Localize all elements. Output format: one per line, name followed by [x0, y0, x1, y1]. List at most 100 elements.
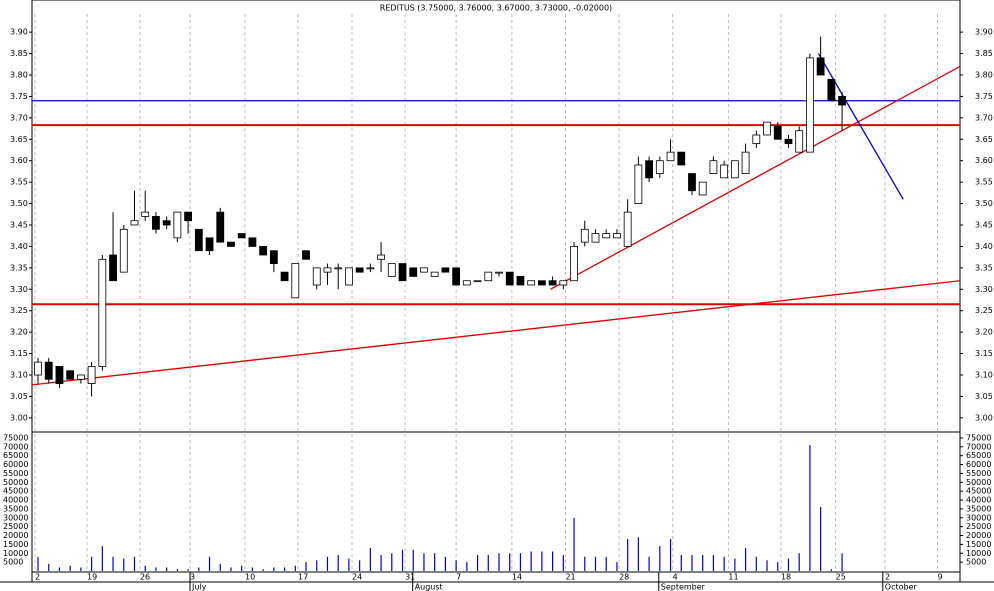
candle-body — [355, 267, 364, 273]
candle-body — [323, 267, 332, 273]
candle-body — [666, 151, 675, 162]
y-tick-label: 3.45 — [10, 221, 28, 230]
candle-body — [162, 220, 171, 226]
y-tick-label: 3.40 — [975, 242, 993, 251]
candle-body — [505, 271, 514, 286]
volume-tick-label: 75000 — [966, 433, 991, 442]
candle-body — [76, 374, 85, 380]
candle-body — [623, 211, 632, 247]
y-tick-label: 3.10 — [975, 371, 993, 380]
candle-body — [237, 233, 246, 239]
candle-body — [784, 138, 793, 144]
candle-body — [366, 267, 375, 270]
candle-body — [730, 160, 739, 179]
volume-tick-label: 65000 — [3, 451, 28, 460]
trend-line — [31, 280, 961, 386]
volume-tick-label: 45000 — [3, 487, 28, 496]
y-tick-label: 3.30 — [975, 285, 993, 294]
y-tick-label: 3.00 — [10, 413, 28, 422]
candle-body — [87, 366, 96, 384]
candle-body — [34, 361, 42, 376]
volume-tick-label: 50000 — [966, 478, 991, 487]
candle-body — [152, 216, 160, 230]
volume-tick-label: 20000 — [3, 531, 28, 540]
frame — [31, 0, 961, 583]
volume-tick-label: 70000 — [966, 442, 991, 451]
volume-tick-label: 50000 — [3, 478, 28, 487]
volume-tick-label: 5000 — [966, 558, 986, 567]
candle-body — [280, 271, 289, 282]
y-tick-label: 3.00 — [975, 413, 993, 422]
x-tick-label: 9 — [937, 573, 942, 582]
volume-tick-label: 15000 — [3, 540, 28, 549]
y-tick-label: 3.85 — [975, 49, 993, 58]
month-label: July — [191, 583, 207, 591]
month-label: September — [661, 583, 706, 591]
candle-body — [377, 254, 385, 260]
candle-body — [838, 96, 846, 106]
candle-body — [763, 121, 771, 136]
candle-body — [580, 228, 589, 243]
candle-body — [720, 164, 729, 179]
y-tick-label: 3.05 — [10, 392, 28, 401]
y-tick-label: 3.15 — [975, 349, 993, 358]
candle-body — [645, 160, 653, 179]
y-tick-label: 3.15 — [10, 349, 28, 358]
volume-tick-label: 40000 — [3, 496, 28, 505]
y-tick-label: 3.85 — [10, 49, 28, 58]
y-tick-label: 3.25 — [975, 306, 993, 315]
y-tick-label: 3.55 — [975, 178, 993, 187]
candle-body — [216, 211, 225, 243]
candle-body — [44, 361, 53, 380]
volume-tick-label: 60000 — [3, 460, 28, 469]
y-tick-label: 3.75 — [975, 92, 993, 101]
candle-body — [441, 267, 450, 273]
candle-body — [98, 258, 107, 367]
candle-body — [806, 57, 814, 153]
x-tick-label: 7 — [456, 573, 461, 582]
y-tick-label: 3.80 — [975, 71, 993, 80]
y-tick-label: 3.80 — [10, 71, 28, 80]
candle-body — [141, 211, 150, 217]
volume-tick-label: 75000 — [3, 433, 28, 442]
volume-tick-label: 45000 — [966, 487, 991, 496]
candle-body — [420, 267, 428, 273]
y-tick-label: 3.35 — [10, 263, 28, 272]
month-label: October — [885, 583, 918, 591]
volume-tick-label: 55000 — [3, 469, 28, 478]
candle-body — [591, 233, 600, 243]
volume-tick-label: 25000 — [3, 522, 28, 531]
candle-body — [269, 250, 278, 264]
volume-tick-label: 10000 — [3, 549, 28, 558]
x-tick-label: 25 — [836, 573, 846, 582]
x-tick-label: 28 — [619, 573, 629, 582]
y-tick-label: 3.20 — [975, 328, 993, 337]
candle-body — [119, 228, 128, 273]
x-tick-label: 31 — [405, 573, 415, 582]
candle-body — [677, 151, 686, 166]
candle-body — [345, 267, 353, 286]
candle-body — [602, 233, 611, 239]
x-tick-label: 11 — [728, 573, 738, 582]
volume-tick-label: 30000 — [966, 513, 991, 522]
volume-tick-label: 40000 — [966, 496, 991, 505]
candle-body — [709, 160, 718, 174]
chart-title: REDITUS (3.75000, 3.76000, 3.67000, 3.73… — [380, 4, 612, 13]
candle-body — [302, 250, 310, 260]
candle-body — [334, 267, 343, 270]
y-tick-label: 3.40 — [10, 242, 28, 251]
volume-tick-label: 10000 — [966, 549, 991, 558]
candle-body — [752, 134, 761, 144]
candle-body — [827, 78, 836, 102]
x-tick-label: 19 — [87, 573, 97, 582]
candle-body — [55, 366, 64, 384]
y-tick-label: 3.70 — [10, 113, 28, 122]
candle-body — [205, 237, 214, 252]
candle-body — [537, 280, 546, 286]
candle-body — [291, 263, 300, 299]
month-label: August — [415, 583, 443, 591]
y-tick-label: 3.60 — [10, 156, 28, 165]
y-tick-label: 3.90 — [10, 28, 28, 37]
candle-body — [312, 267, 321, 286]
candle-body — [634, 164, 643, 204]
